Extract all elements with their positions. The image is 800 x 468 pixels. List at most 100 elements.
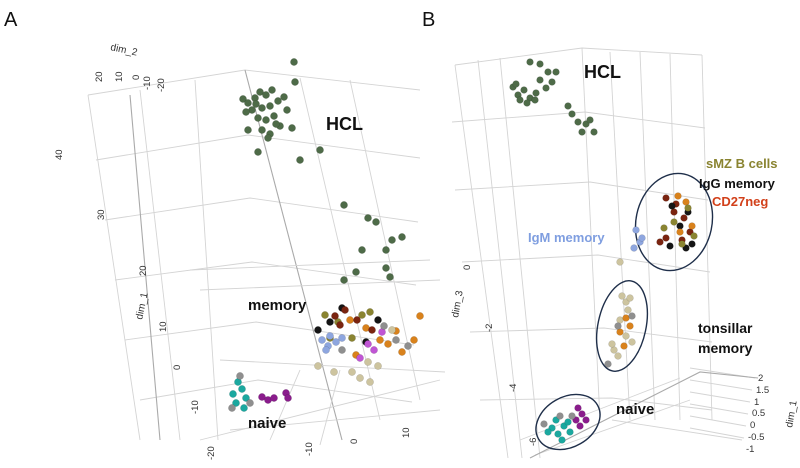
- point-hcl: [364, 214, 372, 222]
- point-naive-purple: [576, 422, 584, 430]
- b-dim3-axis-label: dim_3: [450, 289, 466, 318]
- point-memory-orange: [376, 336, 384, 344]
- b-dim3-tick: 0: [462, 265, 473, 270]
- point-smz-b-cells-orange: [674, 192, 682, 200]
- point-naive-purple: [270, 394, 278, 402]
- point-tonsillar-tan: [616, 316, 624, 324]
- point-igg-memory: [676, 222, 684, 230]
- point-hcl: [536, 76, 544, 84]
- b-label-naive: naive: [616, 401, 654, 418]
- point-memory-light-blue: [322, 346, 330, 354]
- point-hcl: [526, 58, 534, 66]
- point-naive-purple: [574, 404, 582, 412]
- point-naive-gray: [540, 420, 548, 428]
- panel-a-letter: A: [4, 9, 18, 31]
- b-dim3-tick: -2: [484, 324, 495, 332]
- b-label-tonsillar-memory: memory: [698, 340, 753, 356]
- a-dim2-tick: 10: [114, 71, 125, 82]
- point-naive-teal: [554, 430, 562, 438]
- point-memory-gray: [338, 346, 346, 354]
- point-memory-tan: [388, 326, 396, 334]
- point-naive-teal: [238, 385, 246, 393]
- a-dim1-tick: 10: [158, 321, 169, 332]
- point-igm-memory: [638, 234, 646, 242]
- point-hcl: [280, 93, 288, 101]
- point-memory-dark-red: [336, 321, 344, 329]
- b-dim3-tick: -6: [528, 438, 539, 446]
- point-naive-purple: [284, 394, 292, 402]
- point-naive-gray: [556, 412, 564, 420]
- point-tonsillar-tan: [618, 292, 626, 300]
- panel-b-grid: [451, 47, 759, 459]
- point-hcl: [290, 58, 298, 66]
- point-memory-magenta: [364, 340, 372, 348]
- point-hcl: [516, 96, 524, 104]
- b-dim1-tick: 0: [750, 420, 755, 431]
- point-memory-orange: [416, 312, 424, 320]
- point-hcl: [340, 276, 348, 284]
- point-hcl: [262, 91, 270, 99]
- point-naive-teal: [564, 418, 572, 426]
- point-memory-black: [314, 326, 322, 334]
- point-memory-dark-red: [368, 326, 376, 334]
- point-hcl: [512, 80, 520, 88]
- panel-b: B 2: [422, 9, 800, 459]
- a-dim2-tick: -20: [156, 78, 167, 92]
- panel-b-letter: B: [422, 9, 435, 31]
- point-naive-gray: [568, 412, 576, 420]
- panel-a-grid: [87, 69, 446, 446]
- point-tonsillar-tan: [626, 294, 634, 302]
- a-dim1-tick: 30: [96, 209, 107, 220]
- point-hcl: [578, 128, 586, 136]
- point-smz-b-cells-olive: [690, 232, 698, 240]
- point-smz-b-cells-orange: [688, 222, 696, 230]
- a-dim1-tick: 0: [172, 365, 183, 370]
- point-memory-tan: [364, 358, 372, 366]
- a-label-memory: memory: [248, 297, 307, 314]
- panel-a: A 40 30 20: [4, 9, 446, 460]
- a-label-naive: naive: [248, 415, 286, 432]
- point-memory-dark-red: [331, 312, 339, 320]
- point-hcl: [254, 148, 262, 156]
- point-tonsillar-tan: [622, 332, 630, 340]
- point-naive-teal: [229, 390, 237, 398]
- panel-a-ticks: 40 30 20 10 0 -10 -20 20 10 0 -10 -20 -1…: [54, 71, 412, 460]
- point-tonsillar-gray: [628, 312, 636, 320]
- point-hcl: [244, 99, 252, 107]
- point-hcl: [239, 95, 247, 103]
- point-memory-tan: [348, 368, 356, 376]
- a-dim2-tick: 20: [94, 71, 105, 82]
- b-dim1-tick: -0.5: [748, 432, 764, 443]
- point-hcl: [548, 78, 556, 86]
- point-hcl: [291, 78, 299, 86]
- point-memory-magenta: [356, 354, 364, 362]
- point-hcl: [544, 68, 552, 76]
- point-smz-b-cells-olive: [684, 204, 692, 212]
- point-hcl: [270, 112, 278, 120]
- point-tonsillar-tan: [614, 352, 622, 360]
- point-hcl: [242, 108, 250, 116]
- point-hcl: [372, 218, 380, 226]
- panel-a-points: [228, 58, 424, 412]
- point-cd27neg: [662, 234, 670, 242]
- b-label-hcl: HCL: [584, 62, 621, 82]
- a-dim2-tick: -10: [142, 76, 153, 90]
- point-hcl: [398, 233, 406, 241]
- point-memory-olive: [321, 311, 329, 319]
- point-hcl: [266, 102, 274, 110]
- point-hcl: [568, 110, 576, 118]
- a-dim3-tick: 0: [349, 439, 360, 444]
- point-hcl: [256, 88, 264, 96]
- point-tonsillar-orange: [620, 342, 628, 350]
- a-label-hcl: HCL: [326, 114, 363, 134]
- a-dim1-tick: -10: [190, 400, 201, 414]
- point-memory-light-blue: [338, 334, 346, 342]
- point-naive-teal: [544, 428, 552, 436]
- point-memory-olive: [366, 308, 374, 316]
- point-smz-b-cells-olive: [678, 240, 686, 248]
- a-dim1-tick: 20: [138, 265, 149, 276]
- point-hcl: [316, 146, 324, 154]
- point-memory-gray: [392, 336, 400, 344]
- panel-b-points: [509, 58, 698, 444]
